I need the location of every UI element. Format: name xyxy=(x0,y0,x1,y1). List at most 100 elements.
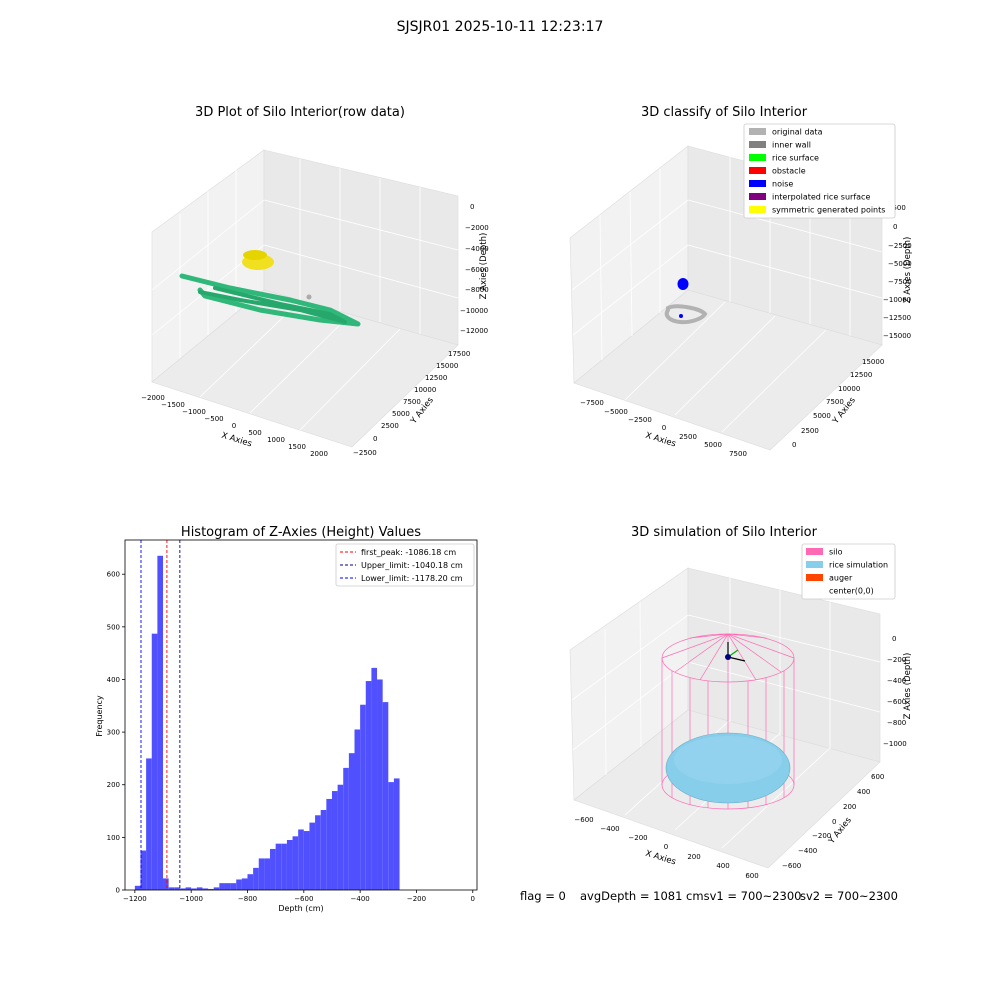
x-tick-label: −800 xyxy=(238,895,257,903)
histogram-bar xyxy=(348,753,355,890)
classify-ytick: 10000 xyxy=(838,385,860,393)
legend-frame xyxy=(801,543,896,600)
histogram-bar xyxy=(309,822,316,890)
panel-classify-title: 3D classify of Silo Interior xyxy=(641,105,808,120)
panel-histogram: Histogram of Z-Axies (Height) Values −12… xyxy=(95,525,478,913)
histogram-bar xyxy=(360,704,366,890)
histogram-bar xyxy=(303,831,310,890)
panel-classify-3d: 3D classify of Silo Interior −7500 −5000… xyxy=(569,105,913,458)
raw-xtick: 2000 xyxy=(310,450,328,458)
simulation-ytick: −200 xyxy=(812,832,831,840)
x-tick-label: −1200 xyxy=(123,895,147,903)
classify-points xyxy=(664,278,708,325)
panel-raw-title: 3D Plot of Silo Interior(row data) xyxy=(195,105,405,120)
legend-swatch xyxy=(749,206,766,213)
raw-ytick: 0 xyxy=(373,435,377,443)
legend-label: rice surface xyxy=(772,154,819,163)
legend-swatch xyxy=(749,128,766,135)
raw-yticks: −2500 0 2500 5000 7500 10000 12500 15000… xyxy=(353,350,470,457)
histogram-bar xyxy=(185,887,192,890)
raw-center-point xyxy=(306,294,312,300)
pane-floor xyxy=(573,289,883,451)
simulation-ytick: 400 xyxy=(857,788,870,796)
status-flag: flag = 0 xyxy=(520,889,566,903)
legend-label: symmetric generated points xyxy=(772,206,885,215)
raw-ztick: −8000 xyxy=(465,286,489,294)
legend-label: noise xyxy=(772,180,793,189)
status-sv2: sv2 = 700~2300 xyxy=(800,889,898,903)
histogram-bar xyxy=(157,555,164,890)
histogram-bar xyxy=(371,667,378,890)
histogram-bar xyxy=(388,782,394,890)
classify-ztick: −2500 xyxy=(888,242,912,250)
y-tick-label: 100 xyxy=(107,834,120,842)
classify-noise-point xyxy=(679,314,683,318)
raw-ytick: 5000 xyxy=(392,410,410,418)
classify-original-ring xyxy=(664,304,708,325)
raw-ytick: 12500 xyxy=(425,374,447,382)
simulation-xtick: 0 xyxy=(664,843,668,851)
pane-floor xyxy=(151,289,459,448)
histogram-bar xyxy=(365,681,372,890)
classify-xtick: 2500 xyxy=(679,433,697,441)
legend-swatch xyxy=(749,141,766,148)
histogram-bar xyxy=(315,815,321,890)
classify-xticks: −7500 −5000 −2500 0 2500 5000 7500 xyxy=(580,399,747,458)
panel-simulation-title: 3D simulation of Silo Interior xyxy=(631,525,818,540)
simulation-xtick: −200 xyxy=(628,834,647,842)
histogram-bar xyxy=(393,778,400,890)
simulation-ytick: −600 xyxy=(782,862,801,870)
simulation-ytick: 600 xyxy=(871,773,884,781)
panel-raw-3d: 3D Plot of Silo Interior(row data) −2000… xyxy=(141,105,489,458)
classify-xtick: −2500 xyxy=(628,416,652,424)
raw-xtick: 0 xyxy=(232,422,236,430)
classify-zlabel: Z Axies (Depth) xyxy=(903,237,913,304)
histogram-title: Histogram of Z-Axies (Height) Values xyxy=(181,525,421,540)
classify-yticks: 0 2500 5000 7500 10000 12500 15000 xyxy=(792,358,884,449)
raw-ring-2 xyxy=(198,286,347,324)
classify-ytick: 5000 xyxy=(813,412,831,420)
simulation-ytick: 200 xyxy=(843,803,856,811)
x-tick-label: −1000 xyxy=(179,895,203,903)
classify-xtick: −7500 xyxy=(580,399,604,407)
x-tick-label: −200 xyxy=(407,895,426,903)
histogram-bar xyxy=(264,858,271,890)
raw-ytick: 2500 xyxy=(381,422,399,430)
classify-ztick: −5000 xyxy=(888,260,912,268)
legend-swatch xyxy=(749,180,766,187)
classify-xtick: −5000 xyxy=(604,408,628,416)
simulation-ytick: −400 xyxy=(798,847,817,855)
raw-points xyxy=(179,250,361,327)
classify-zticks: 2500 0 −2500 −5000 −7500 −10000 −12500 −… xyxy=(883,204,912,340)
simulation-ztick: −600 xyxy=(887,698,906,706)
raw-xtick: −1500 xyxy=(161,401,185,409)
raw-ytick: 17500 xyxy=(448,350,470,358)
histogram-bar xyxy=(286,840,293,890)
legend-swatch xyxy=(749,193,766,200)
classify-ztick: 0 xyxy=(893,223,897,231)
classify-ytick: 12500 xyxy=(850,371,872,379)
simulation-ytick: 0 xyxy=(832,818,836,826)
figure-title: SJSJR01 2025-10-11 12:23:17 xyxy=(397,19,604,35)
raw-xtick: 500 xyxy=(248,429,261,437)
histogram-bar xyxy=(151,633,158,890)
classify-ztick: 2500 xyxy=(888,204,906,212)
histogram-bar xyxy=(292,836,299,890)
classify-legend: original data inner wall rice surface ob… xyxy=(743,123,896,219)
simulation-zlabel: Z Axies (Depth) xyxy=(903,653,913,720)
histogram-bar xyxy=(253,867,259,890)
raw-ytick: 7500 xyxy=(403,398,421,406)
histogram-bar xyxy=(382,702,389,890)
raw-ztick: −12000 xyxy=(460,327,488,335)
classify-ztick: −10000 xyxy=(883,296,911,304)
classify-ztick: −15000 xyxy=(883,332,911,340)
simulation-ztick: −200 xyxy=(887,656,906,664)
classify-ztick: −7500 xyxy=(888,278,912,286)
y-tick-label: 600 xyxy=(107,571,120,579)
center-axes-marker xyxy=(725,642,746,662)
histogram-bar xyxy=(377,679,383,890)
rice-simulation-surface xyxy=(665,732,791,804)
classify-ytick: 15000 xyxy=(862,358,884,366)
legend-swatch xyxy=(806,548,823,555)
histogram-bar xyxy=(219,883,225,890)
